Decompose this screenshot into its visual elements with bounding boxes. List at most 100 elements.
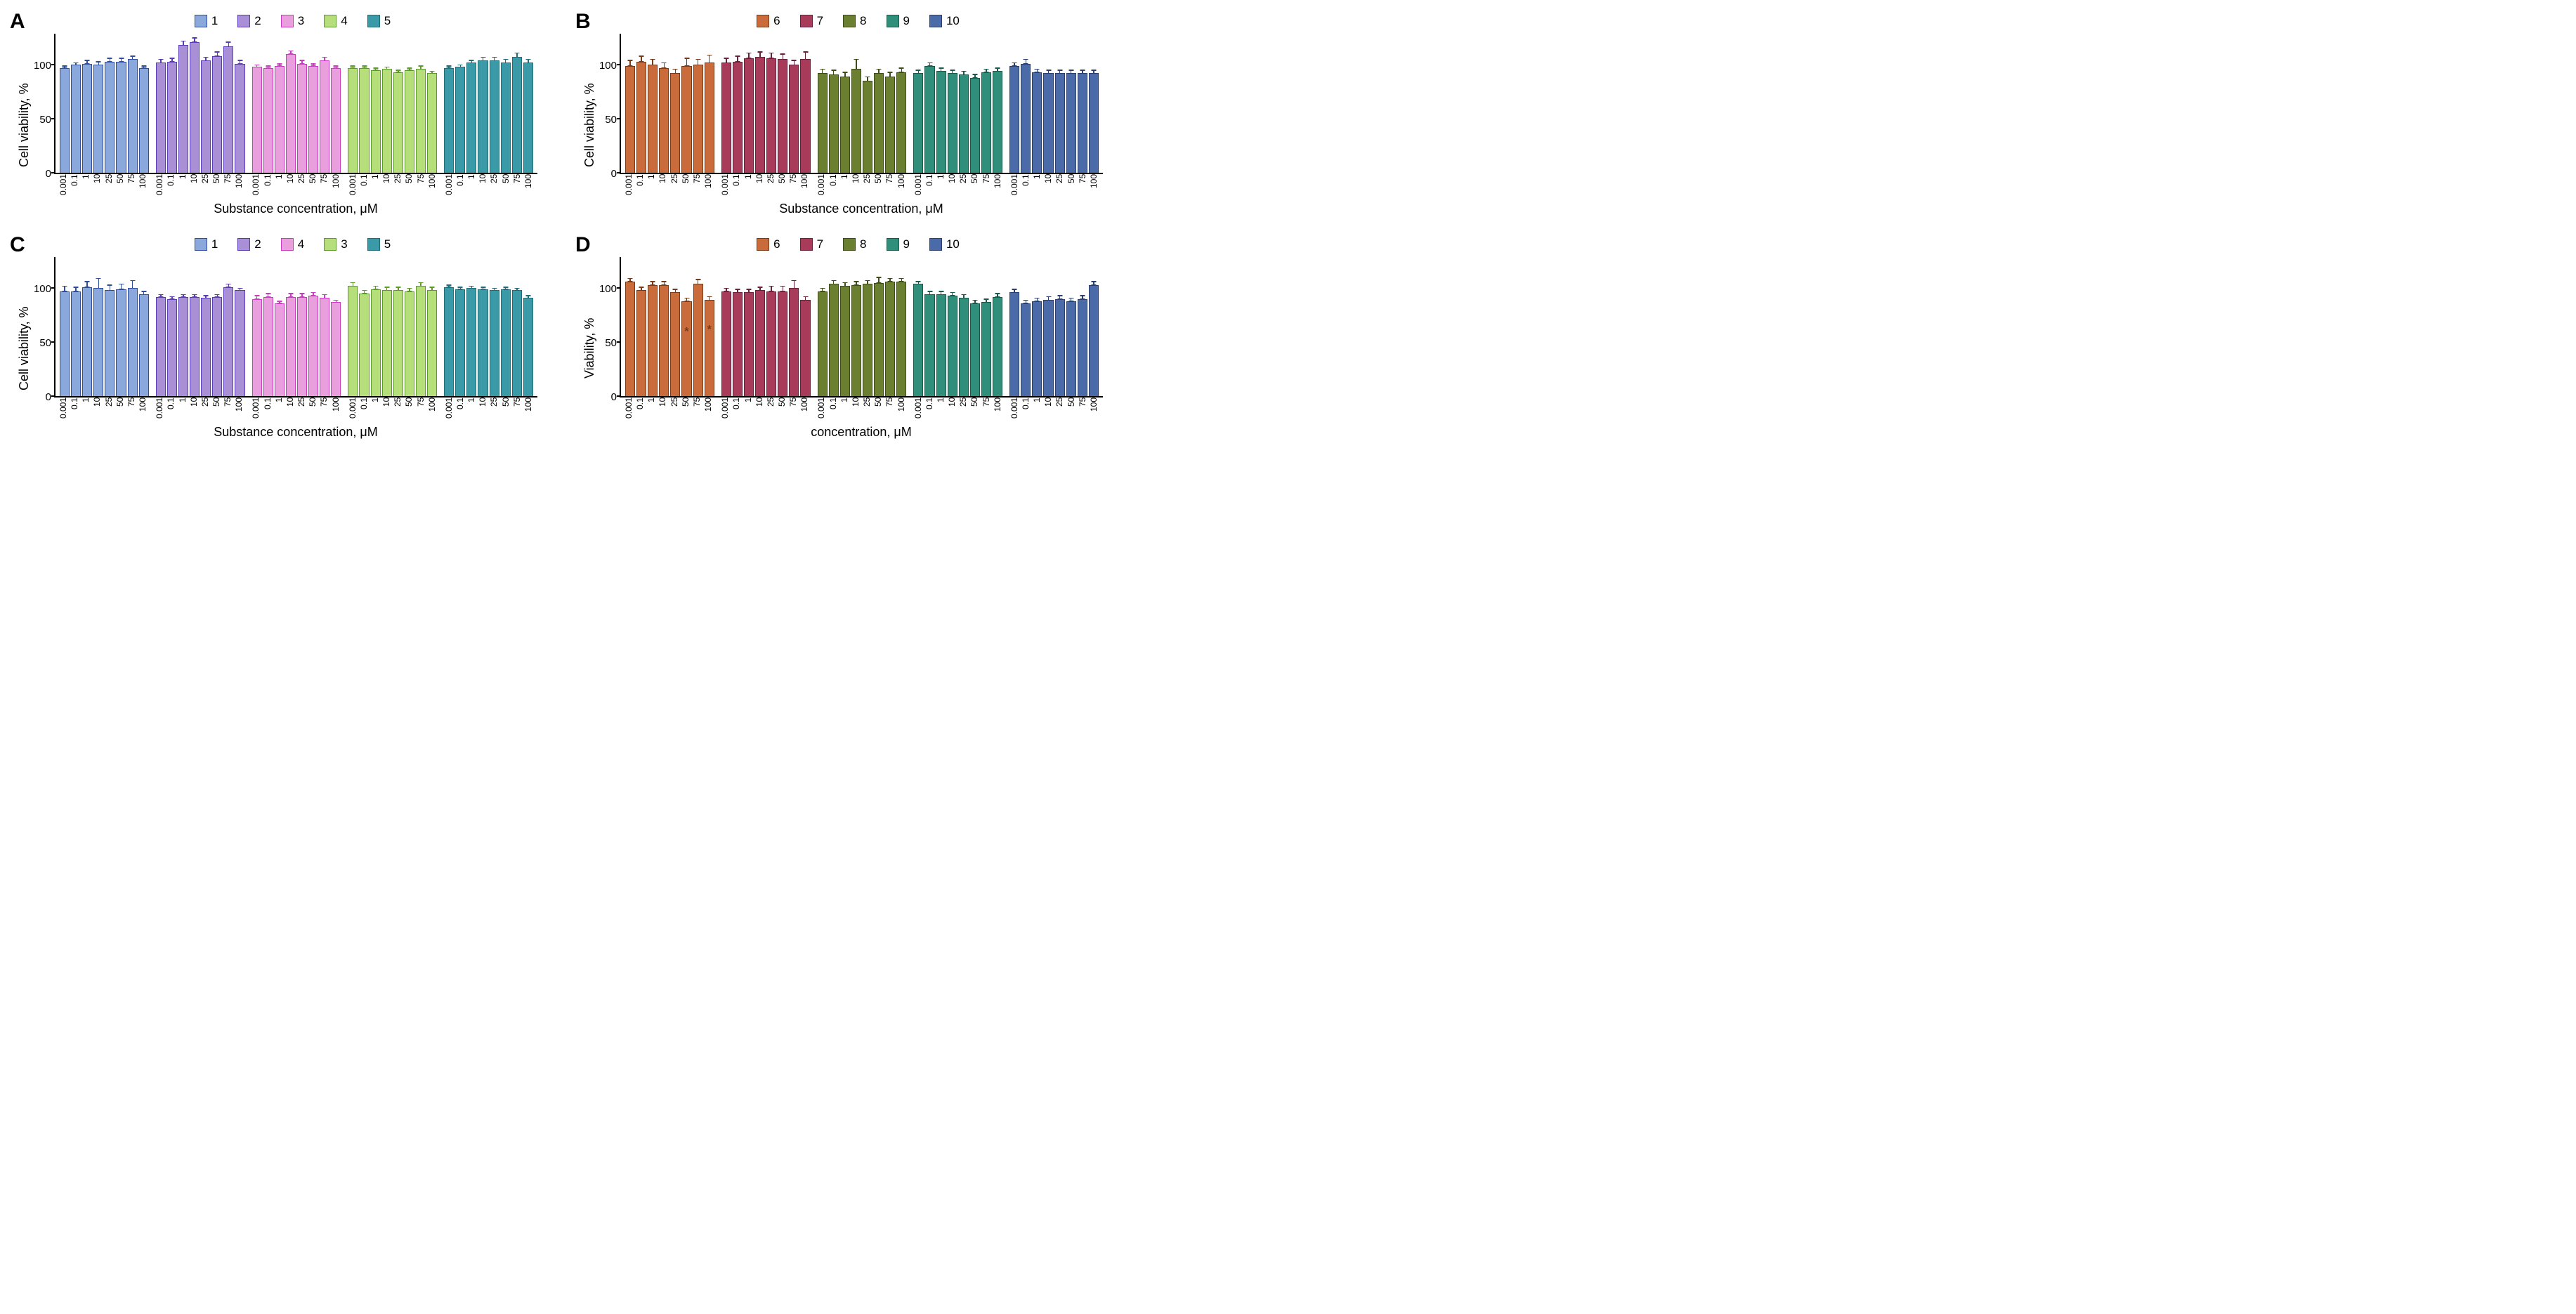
bar: [490, 290, 499, 396]
bar-slot: [116, 284, 126, 397]
error-bar: [889, 72, 891, 77]
error-bar: [375, 286, 377, 290]
bar: [308, 296, 318, 396]
legend-swatch: [929, 15, 942, 27]
bar: [348, 68, 358, 173]
x-tick-label: 10: [92, 174, 102, 197]
error-bar: [664, 281, 665, 285]
x-tick-label: 50: [873, 174, 883, 197]
bar-slot: [156, 294, 166, 396]
bar-slot: [359, 290, 369, 396]
x-tick-label: 0.001: [816, 174, 826, 197]
bar-slot: [105, 58, 115, 173]
bar: [800, 59, 810, 173]
error-bar: [918, 70, 920, 74]
bar: [721, 63, 731, 173]
bar: [705, 300, 714, 396]
bar-slot: [789, 60, 799, 173]
bar: [840, 77, 850, 173]
x-tick-label: 0.1: [359, 398, 369, 421]
x-tick-label: 0.001: [348, 398, 358, 421]
bar-slot: [348, 65, 358, 173]
bar-slot: [223, 284, 233, 397]
x-tick-label: 75: [692, 174, 702, 197]
bar: [405, 291, 414, 396]
error-bar: [878, 277, 880, 283]
x-tick-label: 10: [754, 398, 764, 421]
bar-group: [156, 284, 245, 397]
error-bar: [805, 296, 806, 301]
bar-slot: [444, 65, 454, 173]
bar-slot: [212, 294, 222, 396]
legend-label: 4: [298, 237, 304, 251]
bar-slot: [427, 287, 437, 396]
x-tick-label: 1: [839, 174, 849, 197]
error-bar: [483, 57, 484, 61]
bar-group: [913, 63, 1002, 173]
error-bar: [1093, 70, 1094, 74]
x-tick-label: 0.1: [166, 398, 176, 421]
error-bar: [675, 289, 676, 293]
x-tick-label: 75: [788, 174, 798, 197]
error-bar: [844, 72, 846, 77]
x-tick-label: 0.001: [251, 174, 261, 197]
panel-label: C: [10, 233, 25, 257]
error-bar: [194, 37, 195, 43]
error-bar: [737, 55, 738, 62]
bar: [744, 292, 754, 396]
bar: [993, 71, 1002, 173]
x-tick-label: 25: [766, 174, 776, 197]
error-bar: [1093, 281, 1094, 285]
legend-swatch: [281, 238, 294, 251]
bar: [840, 286, 850, 396]
legend-item: 7: [800, 14, 823, 28]
bar: [167, 62, 177, 173]
y-axis-label: Cell viability, %: [14, 257, 32, 440]
x-tick-label: 75: [223, 174, 233, 197]
x-tick-label: 0.001: [444, 398, 454, 421]
error-bar: [675, 69, 676, 74]
plot-wrap: 0.0010.11102550751000.0010.1110255075100…: [54, 34, 537, 216]
bar-slot: [693, 279, 703, 396]
bar: [235, 64, 244, 173]
bar-slot: [156, 59, 166, 173]
bar: [427, 290, 437, 396]
bar: [393, 72, 403, 173]
error-bar: [1059, 70, 1061, 74]
x-ticklabels: 0.0010.11102550751000.0010.1110255075100…: [620, 174, 1103, 197]
error-bar: [86, 281, 88, 287]
x-tick-label: 75: [692, 398, 702, 421]
bar-group: [444, 53, 533, 173]
bar-slot: [167, 296, 177, 396]
bar-slot: [778, 53, 787, 173]
x-tick-label: 50: [211, 398, 221, 421]
x-ticklabels: 0.0010.11102550751000.0010.1110255075100…: [620, 398, 1103, 421]
bar-slot: [139, 291, 149, 396]
bar: [800, 300, 810, 396]
bar-slot: [93, 278, 103, 396]
bar: [320, 298, 329, 396]
bar-slot: [60, 65, 70, 173]
x-tick-label: 75: [1078, 398, 1087, 421]
bar-group: **: [625, 278, 714, 396]
error-bar: [528, 59, 529, 63]
x-tick-group: 0.0010.1110255075100: [624, 174, 713, 197]
legend-item: 5: [367, 237, 391, 251]
bar: [744, 58, 754, 173]
bar-group: [1009, 281, 1099, 396]
plot: [620, 34, 1103, 174]
x-tick-label: 10: [851, 398, 861, 421]
bar-slot: [297, 60, 307, 173]
bar-slot: [178, 294, 188, 396]
bar: [105, 62, 115, 173]
legend-item: 9: [887, 237, 910, 251]
x-tick-label: 25: [862, 398, 872, 421]
legend-item: 6: [757, 14, 780, 28]
bar-slot: [190, 37, 200, 173]
legend-item: 7: [800, 237, 823, 251]
bar: [93, 288, 103, 396]
bar: [512, 290, 522, 396]
x-tick-label: 1: [646, 174, 656, 197]
bar: [178, 297, 188, 397]
y-tick-mark: [617, 118, 621, 119]
